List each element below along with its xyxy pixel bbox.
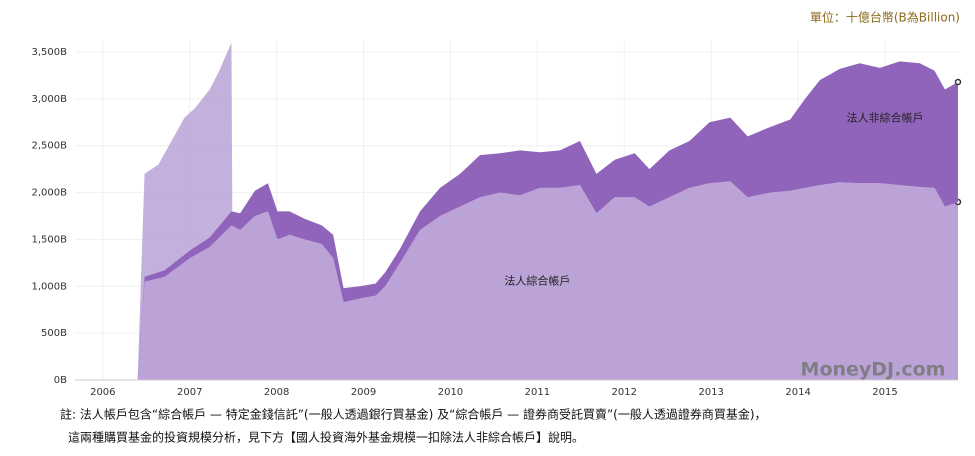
x-tick-label: 2011 <box>525 387 550 398</box>
x-tick-label: 2006 <box>90 387 115 398</box>
y-tick-label: 2,000B <box>32 188 68 199</box>
x-tick-label: 2012 <box>612 387 637 398</box>
x-tick-label: 2015 <box>872 387 897 398</box>
y-tick-label: 3,000B <box>32 94 68 105</box>
end-marker <box>954 78 962 86</box>
y-tick-label: 1,000B <box>32 281 68 292</box>
area <box>116 181 958 380</box>
note: 註: 法人帳戶包含“綜合帳戶 — 特定金錢信託”(一般人透過銀行買基金) 及“綜… <box>60 407 767 422</box>
x-tick-label: 2008 <box>264 387 289 398</box>
annotation: 法人非綜合帳戶 <box>846 111 923 125</box>
unit-label: 單位：十億台幣(B為Billion) <box>810 10 960 25</box>
x-tick-label: 2007 <box>177 387 202 398</box>
y-tick-label: 2,500B <box>32 141 68 152</box>
area <box>116 61 958 380</box>
x-tick-label: 2014 <box>785 387 810 398</box>
x-tick-label: 2009 <box>351 387 376 398</box>
y-tick-label: 3,500B <box>32 47 68 58</box>
y-tick-label: 1,500B <box>32 234 68 245</box>
y-tick-label: 500B <box>41 328 67 339</box>
y-tick-label: 0B <box>54 375 67 386</box>
x-tick-label: 2013 <box>698 387 723 398</box>
watermark: MoneyDJ.com <box>801 359 946 381</box>
note: 這兩種購買基金的投資規模分析，見下方【國人投資海外基金規模一扣除法人非綜合帳戶】… <box>68 430 584 445</box>
x-tick-label: 2010 <box>438 387 463 398</box>
annotation: 法人綜合帳戶 <box>504 274 570 288</box>
